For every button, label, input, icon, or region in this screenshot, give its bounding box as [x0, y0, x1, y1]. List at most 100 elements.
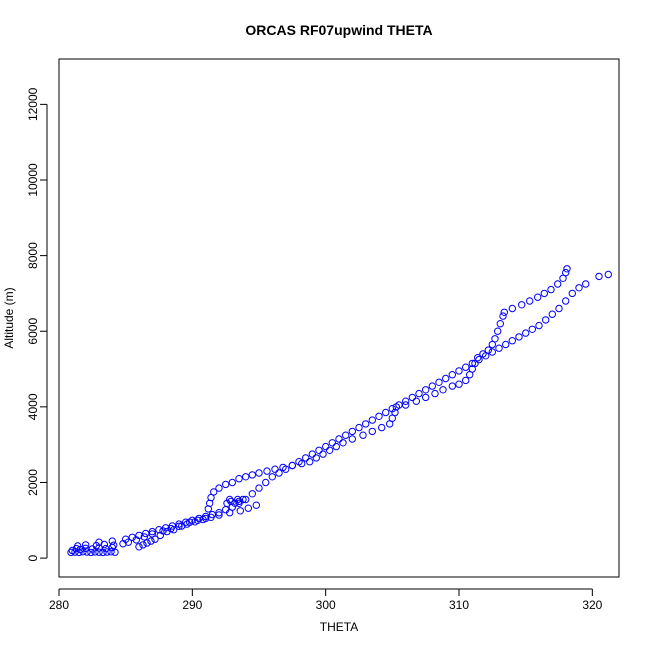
data-point — [235, 475, 243, 483]
data-point — [402, 397, 410, 405]
data-point — [526, 297, 534, 305]
data-point — [563, 265, 571, 273]
data-point — [275, 469, 283, 477]
data-point — [475, 355, 483, 364]
data-point — [178, 522, 186, 530]
data-point — [391, 408, 399, 417]
data-point — [378, 423, 386, 432]
data-point — [439, 386, 447, 394]
data-point — [355, 423, 363, 432]
data-point — [210, 488, 218, 496]
data-point — [268, 473, 276, 481]
data-point — [491, 335, 499, 343]
data-point — [462, 363, 470, 371]
data-point — [135, 543, 143, 551]
data-point — [315, 446, 323, 454]
data-point — [248, 471, 257, 479]
y-tick-label: 2000 — [26, 469, 40, 496]
data-point — [502, 340, 510, 349]
data-point — [288, 461, 296, 470]
x-axis-label: THETA — [320, 620, 358, 634]
data-point — [508, 304, 516, 313]
data-point — [518, 301, 526, 309]
data-point — [468, 359, 476, 368]
data-point — [547, 285, 555, 294]
data-point — [534, 293, 542, 301]
data-point — [408, 393, 416, 402]
data-point — [222, 480, 230, 489]
data-point — [595, 272, 603, 281]
x-tick-label: 280 — [49, 598, 69, 612]
data-point — [248, 490, 257, 498]
x-tick-label: 300 — [316, 598, 336, 612]
data-point — [242, 473, 250, 481]
chart-title: ORCAS RF07upwind THETA — [245, 22, 432, 38]
data-point — [368, 416, 376, 424]
data-point — [555, 304, 563, 313]
data-point — [302, 454, 310, 462]
data-point — [143, 539, 151, 547]
data-point — [82, 541, 90, 549]
data-point — [322, 442, 330, 451]
data-point — [235, 499, 243, 507]
data-point — [415, 389, 423, 398]
data-point — [182, 518, 190, 526]
data-point — [255, 469, 263, 477]
data-point — [263, 467, 271, 475]
data-point — [175, 522, 183, 530]
data-point — [239, 495, 247, 504]
data-point — [479, 350, 487, 358]
data-point — [568, 289, 576, 298]
data-point — [422, 386, 430, 394]
data-point — [308, 450, 316, 458]
data-point — [431, 389, 439, 398]
data-point — [474, 354, 482, 362]
y-axis-label: Altitude (m) — [2, 287, 16, 348]
data-point — [140, 533, 149, 541]
data-point — [148, 527, 157, 536]
data-point — [554, 280, 562, 288]
data-point — [244, 504, 253, 512]
data-point — [562, 297, 570, 305]
data-point — [496, 320, 504, 328]
data-point — [183, 520, 191, 528]
plot-frame — [58, 58, 620, 578]
data-point — [455, 380, 463, 388]
data-point — [332, 442, 340, 451]
data-point — [448, 371, 456, 379]
data-point — [128, 533, 137, 541]
data-point — [368, 427, 376, 436]
data-point — [535, 321, 543, 330]
data-point — [319, 450, 327, 458]
data-point — [124, 538, 133, 546]
data-point — [226, 509, 234, 517]
data-point — [499, 312, 507, 320]
data-point — [159, 527, 167, 535]
data-point — [548, 310, 556, 318]
data-point — [542, 316, 550, 324]
data-point — [95, 538, 103, 546]
data-point — [252, 501, 260, 509]
data-point — [500, 308, 508, 316]
data-point — [442, 374, 450, 383]
data-point — [271, 465, 279, 473]
data-point — [604, 270, 612, 279]
data-point — [575, 284, 583, 292]
data-point — [139, 541, 147, 549]
data-point — [67, 548, 75, 557]
data-point — [215, 484, 223, 492]
data-point — [339, 439, 347, 447]
data-point — [335, 435, 343, 443]
x-tick-label: 310 — [449, 598, 469, 612]
y-tick-label: 0 — [26, 554, 40, 561]
data-point — [382, 408, 390, 417]
y-tick-label: 8000 — [26, 242, 40, 269]
y-axis: 0 2000 4000 6000 8000 10000 12000 — [26, 87, 48, 561]
data-point — [522, 329, 530, 337]
data-point — [227, 497, 235, 506]
data-point — [348, 435, 356, 443]
data-point — [95, 548, 103, 556]
data-point — [298, 459, 306, 468]
data-point — [204, 505, 213, 513]
